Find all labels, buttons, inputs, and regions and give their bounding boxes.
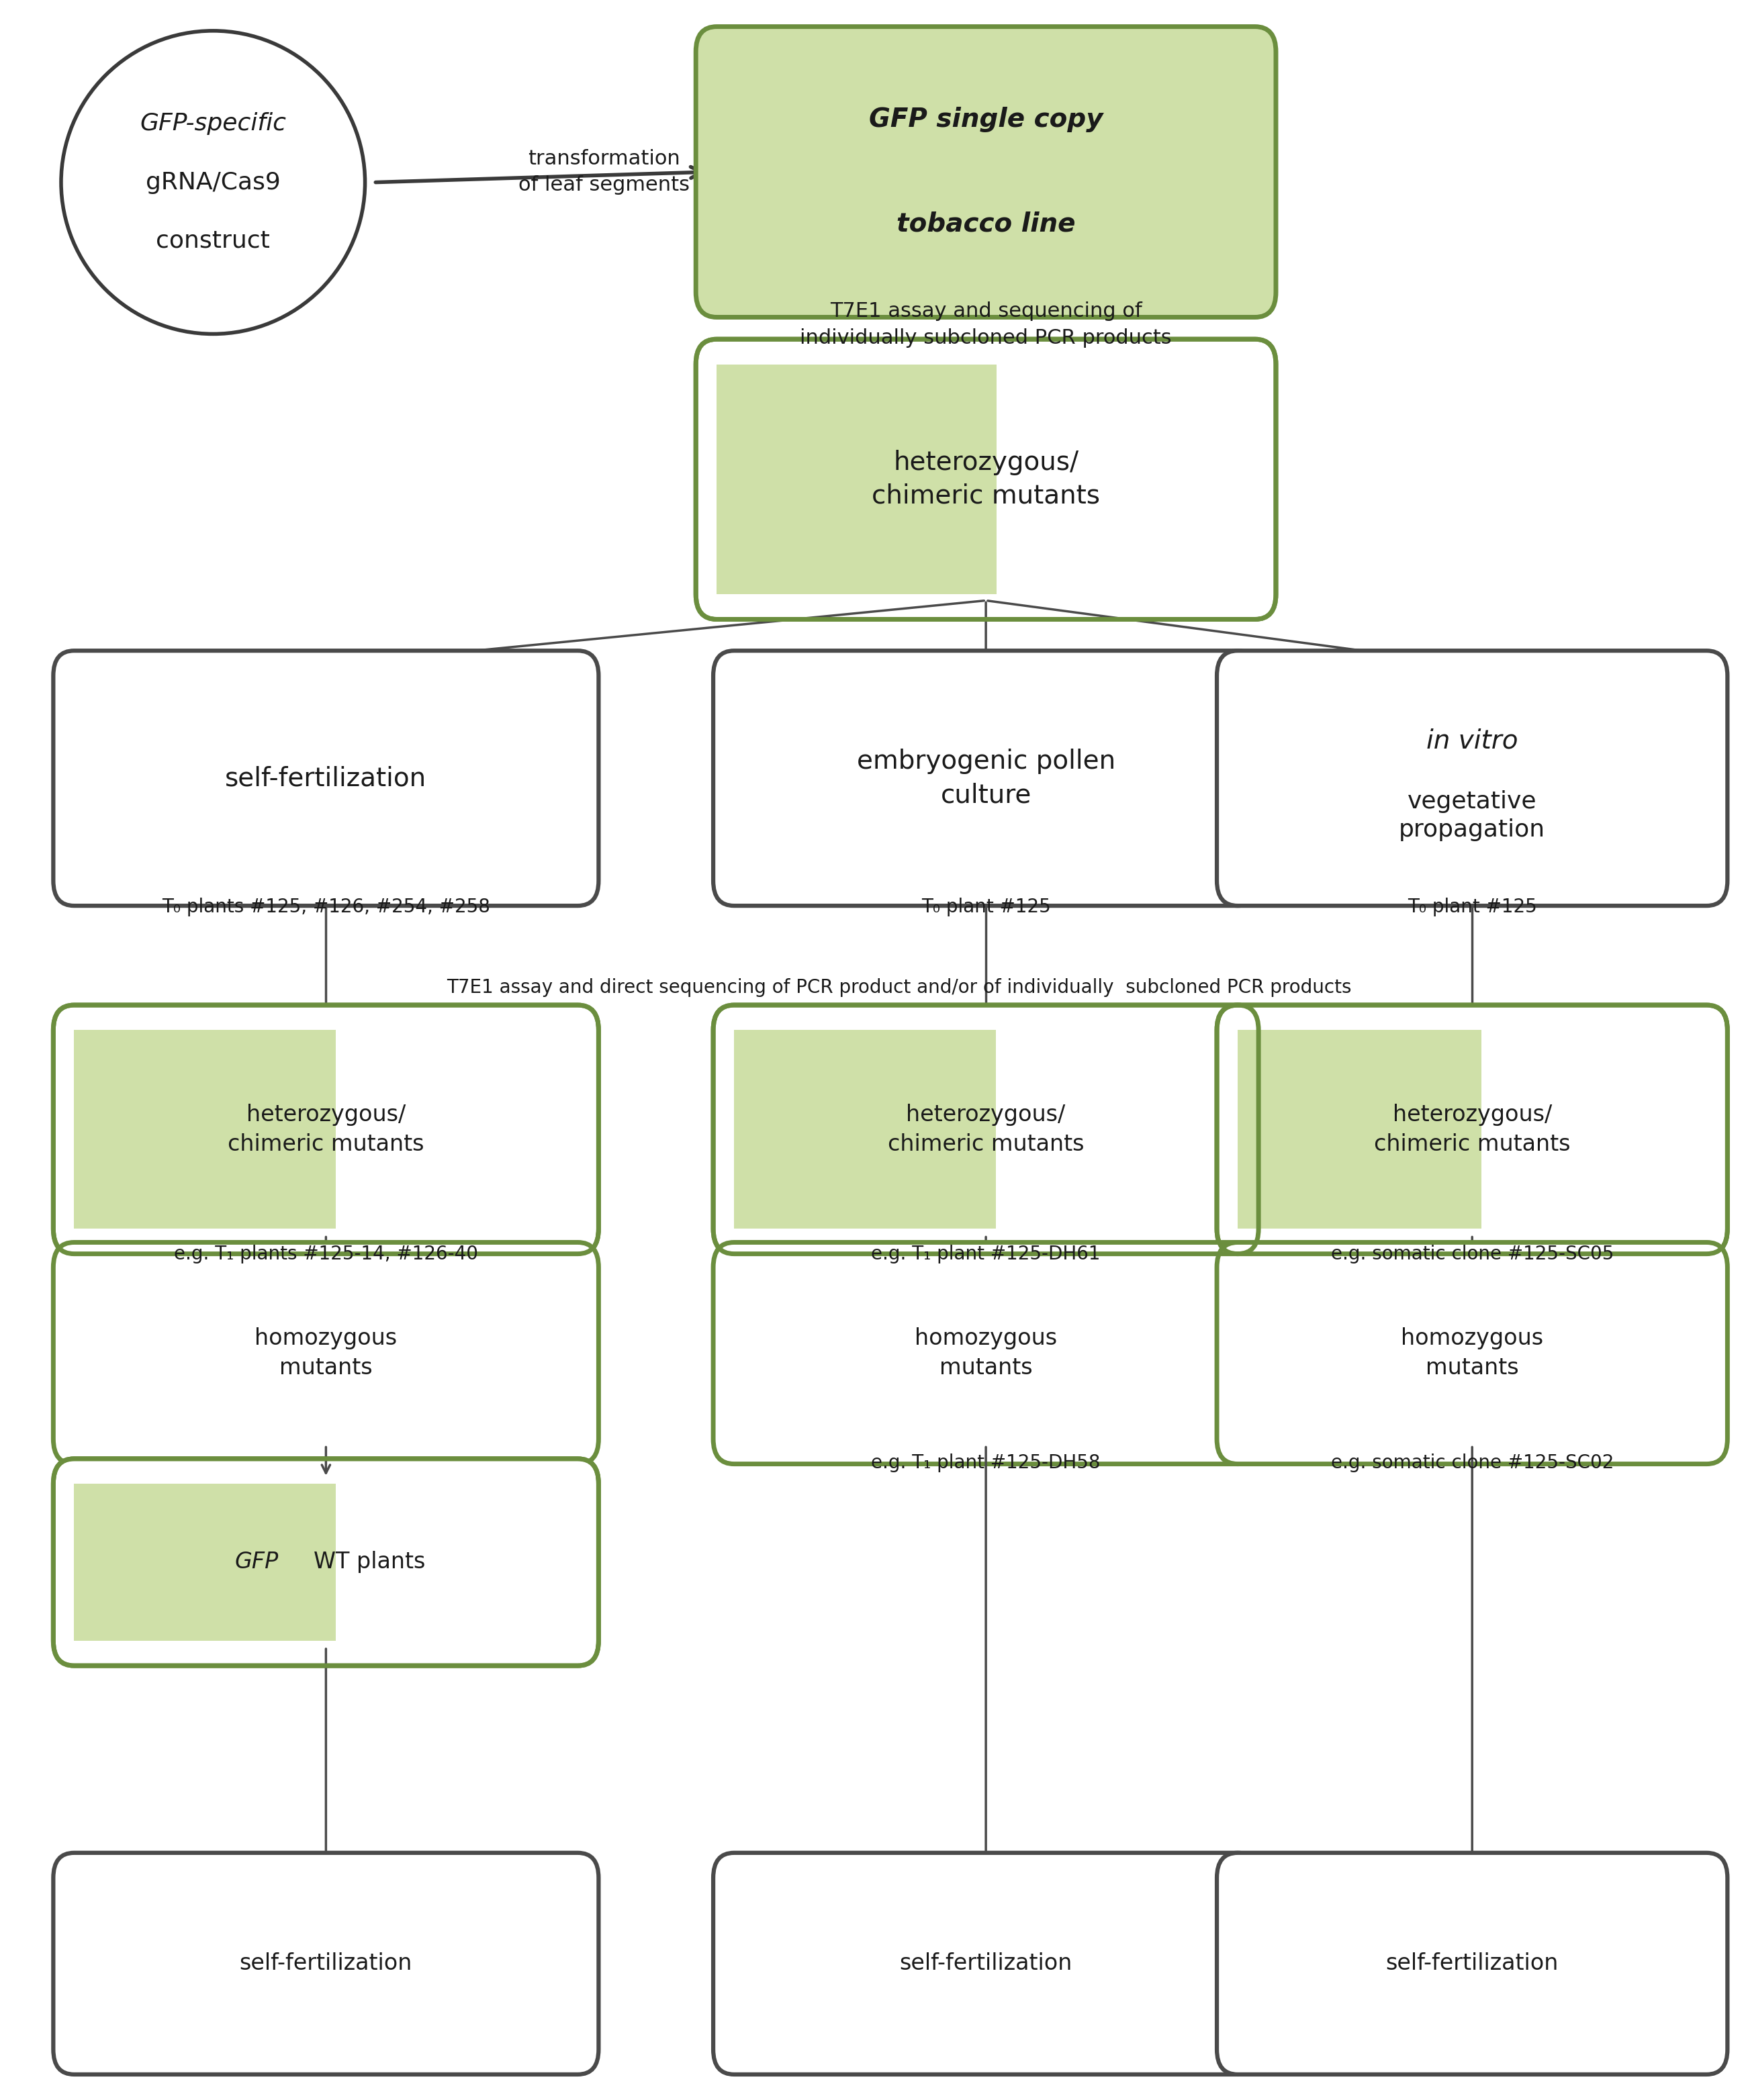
Text: GFP: GFP — [234, 1552, 278, 1573]
Text: tobacco line: tobacco line — [896, 212, 1076, 237]
Text: e.g. somatic clone #125-SC05: e.g. somatic clone #125-SC05 — [1330, 1245, 1613, 1264]
Text: GFP-specific: GFP-specific — [140, 113, 286, 134]
Text: heterozygous/
chimeric mutants: heterozygous/ chimeric mutants — [227, 1105, 424, 1155]
FancyBboxPatch shape — [54, 1460, 599, 1665]
FancyBboxPatch shape — [54, 1006, 599, 1254]
Text: construct: construct — [155, 229, 271, 252]
Text: self-fertilization: self-fertilization — [225, 766, 426, 792]
Bar — [716, 363, 997, 594]
Text: T₀ plant #125: T₀ plant #125 — [1407, 897, 1536, 916]
Text: homozygous
mutants: homozygous mutants — [255, 1327, 396, 1380]
FancyBboxPatch shape — [697, 27, 1276, 317]
Text: T7E1 assay and sequencing of
individually subcloned PCR products: T7E1 assay and sequencing of individuall… — [800, 300, 1172, 349]
Text: T₀ plant #125: T₀ plant #125 — [922, 897, 1051, 916]
Text: vegetative
propagation: vegetative propagation — [1399, 790, 1545, 842]
Text: transformation
of leaf segments: transformation of leaf segments — [519, 149, 690, 195]
FancyBboxPatch shape — [712, 1006, 1259, 1254]
FancyBboxPatch shape — [1217, 1852, 1727, 2075]
FancyBboxPatch shape — [1217, 1243, 1727, 1464]
Bar — [1238, 1031, 1482, 1228]
Text: T₀ plants #125, #126, #254, #258: T₀ plants #125, #126, #254, #258 — [162, 897, 491, 916]
Text: self-fertilization: self-fertilization — [239, 1953, 412, 1974]
Text: WT plants: WT plants — [314, 1552, 426, 1573]
Text: e.g. somatic clone #125-SC02: e.g. somatic clone #125-SC02 — [1330, 1453, 1613, 1472]
FancyBboxPatch shape — [1217, 651, 1727, 905]
FancyBboxPatch shape — [712, 651, 1259, 905]
Text: self-fertilization: self-fertilization — [899, 1953, 1072, 1974]
Text: e.g. T₁ plant #125-DH58: e.g. T₁ plant #125-DH58 — [871, 1453, 1100, 1472]
Text: GFP single copy: GFP single copy — [870, 107, 1103, 132]
FancyBboxPatch shape — [54, 1243, 599, 1464]
Text: self-fertilization: self-fertilization — [1386, 1953, 1559, 1974]
Text: homozygous
mutants: homozygous mutants — [915, 1327, 1056, 1380]
Bar — [733, 1031, 995, 1228]
Text: gRNA/Cas9: gRNA/Cas9 — [145, 170, 281, 193]
Text: homozygous
mutants: homozygous mutants — [1400, 1327, 1543, 1380]
FancyBboxPatch shape — [54, 1852, 599, 2075]
Text: e.g. T₁ plants #125-14, #126-40: e.g. T₁ plants #125-14, #126-40 — [175, 1245, 478, 1264]
Text: e.g. T₁ plant #125-DH61: e.g. T₁ plant #125-DH61 — [871, 1245, 1100, 1264]
Bar — [73, 1485, 335, 1640]
Text: heterozygous/
chimeric mutants: heterozygous/ chimeric mutants — [871, 449, 1100, 508]
Ellipse shape — [61, 32, 365, 334]
FancyBboxPatch shape — [54, 651, 599, 905]
FancyBboxPatch shape — [712, 1852, 1259, 2075]
Text: heterozygous/
chimeric mutants: heterozygous/ chimeric mutants — [1374, 1105, 1570, 1155]
Text: T7E1 assay and direct sequencing of PCR product and/or of individually  subclone: T7E1 assay and direct sequencing of PCR … — [447, 979, 1351, 997]
Bar — [73, 1031, 335, 1228]
FancyBboxPatch shape — [1217, 1006, 1727, 1254]
Text: embryogenic pollen
culture: embryogenic pollen culture — [857, 750, 1116, 808]
FancyBboxPatch shape — [712, 1243, 1259, 1464]
Text: heterozygous/
chimeric mutants: heterozygous/ chimeric mutants — [887, 1105, 1084, 1155]
Text: in vitro: in vitro — [1426, 729, 1517, 754]
FancyBboxPatch shape — [697, 340, 1276, 620]
